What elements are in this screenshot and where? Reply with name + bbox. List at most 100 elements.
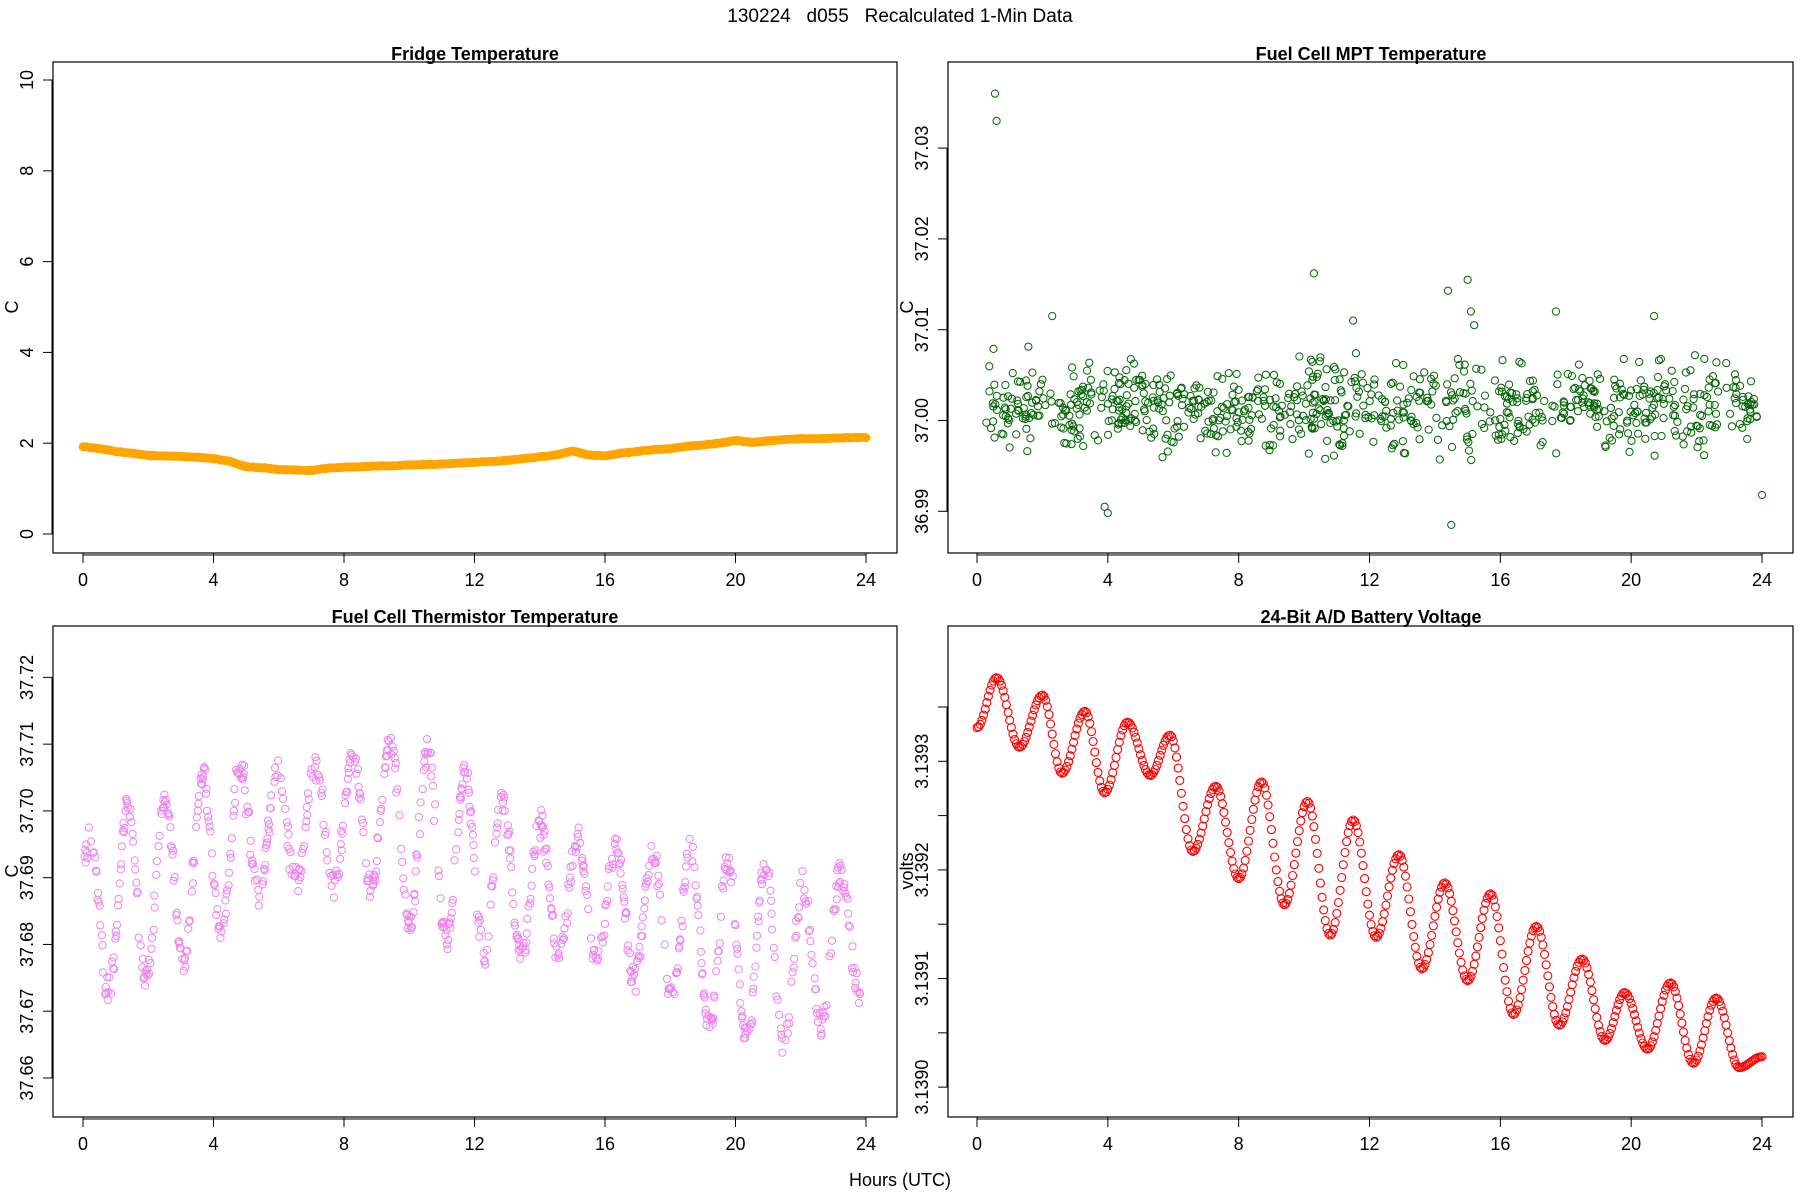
mpt-temp-point (1173, 417, 1182, 426)
mpt-temp-point (1466, 379, 1475, 388)
mpt-temp-point (1338, 439, 1347, 448)
battery-voltage-point (1626, 998, 1636, 1008)
thermistor-temp-point (359, 828, 368, 837)
battery-voltage-point (1239, 863, 1249, 873)
mpt-temp-point (1450, 394, 1459, 403)
thermistor-temp-point (673, 968, 682, 977)
mpt-temp-point (992, 391, 1001, 400)
battery-voltage-point (1518, 975, 1528, 985)
mpt-temp-point (1107, 416, 1116, 425)
thermistor-temp-point (373, 834, 383, 843)
thermistor-temp-point (647, 841, 656, 851)
mpt-temp-point (1149, 424, 1158, 433)
mpt-temp-point (1623, 416, 1632, 425)
thermistor-temp-point (356, 795, 365, 804)
mpt-temp-outlier-point (1551, 307, 1561, 316)
mpt-temp-point (1653, 385, 1662, 395)
mpt-temp-point (1127, 414, 1136, 423)
thermistor-temp-point (266, 804, 275, 813)
mpt-temp-point (1112, 396, 1121, 405)
battery-voltage-point (1523, 946, 1533, 956)
mpt-temp-point (1595, 374, 1605, 383)
thermistor-temp-point (310, 763, 319, 772)
mpt-temp-point (1090, 431, 1099, 440)
battery-voltage-point (1358, 861, 1368, 871)
panel-4-plot-box (947, 625, 1794, 1118)
mpt-temp-point (1455, 388, 1465, 397)
mpt-temp-point (1735, 419, 1744, 429)
thermistor-temp-point (748, 1019, 757, 1028)
mpt-temp-point (1066, 390, 1075, 399)
thermistor-temp-point (499, 798, 508, 807)
mpt-temp-point (1680, 384, 1690, 394)
thermistor-temp-point (198, 780, 207, 789)
battery-voltage-point (1332, 908, 1342, 918)
battery-voltage-point (1312, 848, 1322, 858)
thermistor-temp-point (381, 763, 390, 773)
mpt-temp-point (1409, 419, 1418, 429)
mpt-temp-point (1288, 435, 1297, 444)
thermistor-temp-point (362, 859, 371, 868)
thermistor-temp-point (150, 903, 159, 912)
thermistor-temp-point (836, 877, 845, 887)
mpt-temp-outlier-point (1757, 490, 1767, 500)
battery-voltage-point (1517, 984, 1527, 995)
battery-voltage-point (1387, 865, 1397, 875)
x-tick-label: 20 (725, 570, 745, 590)
mpt-temp-point (1363, 384, 1372, 393)
mpt-temp-point (1553, 380, 1562, 389)
mpt-temp-point (1727, 422, 1737, 431)
mpt-temp-point (1575, 385, 1584, 394)
mpt-temp-point (1451, 408, 1460, 417)
thermistor-temp-point (516, 954, 525, 964)
thermistor-temp-point (576, 838, 585, 848)
thermistor-temp-point (315, 773, 324, 782)
mpt-temp-point (1272, 378, 1281, 387)
battery-voltage-point (1338, 860, 1348, 870)
mpt-temp-point (1035, 411, 1044, 420)
mpt-temp-point (1659, 399, 1668, 408)
thermistor-temp-point (837, 865, 846, 875)
mpt-temp-point (1472, 364, 1481, 373)
mpt-temp-outlier-point (1470, 321, 1479, 330)
mpt-temp-point (1639, 385, 1649, 394)
mpt-temp-point (1712, 358, 1721, 367)
thermistor-temp-point (791, 933, 800, 942)
mpt-temp-point (1513, 397, 1522, 407)
thermistor-temp-point (321, 827, 330, 837)
thermistor-temp-point (826, 949, 836, 958)
mpt-temp-point (1018, 414, 1028, 423)
mpt-temp-point (1528, 415, 1537, 424)
mpt-temp-point (1248, 393, 1257, 402)
thermistor-temp-point (300, 842, 309, 851)
mpt-temp-point (1552, 449, 1561, 458)
battery-voltage-point (1461, 974, 1471, 985)
x-tick-label: 16 (1490, 1134, 1510, 1154)
panel-3-series (80, 734, 865, 1057)
mpt-temp-point (1211, 448, 1220, 457)
battery-voltage-point (1224, 838, 1234, 848)
battery-voltage-point (1481, 898, 1491, 908)
thermistor-temp-point (719, 884, 728, 893)
battery-voltage-point (1386, 873, 1396, 883)
thermistor-temp-point (525, 899, 535, 908)
mpt-temp-point (1001, 380, 1010, 390)
battery-voltage-point (1088, 736, 1098, 747)
battery-voltage-point (1139, 760, 1149, 770)
mpt-temp-point (1130, 359, 1139, 368)
panel-1-plot-box (52, 61, 898, 554)
thermistor-temp-point (456, 793, 466, 802)
thermistor-temp-point (604, 864, 613, 874)
thermistor-temp-point (138, 954, 147, 963)
mpt-temp-point (1578, 373, 1587, 383)
thermistor-temp-point (465, 788, 474, 797)
thermistor-temp-point (475, 932, 484, 942)
battery-voltage-point (1675, 1009, 1685, 1019)
mpt-temp-point (1635, 357, 1644, 367)
battery-voltage-point (1091, 758, 1101, 768)
thermistor-temp-point (680, 883, 689, 892)
mpt-temp-point (1209, 388, 1218, 397)
thermistor-temp-point (489, 873, 498, 882)
mpt-temp-point (1024, 342, 1033, 351)
mpt-temp-point (1214, 432, 1223, 441)
